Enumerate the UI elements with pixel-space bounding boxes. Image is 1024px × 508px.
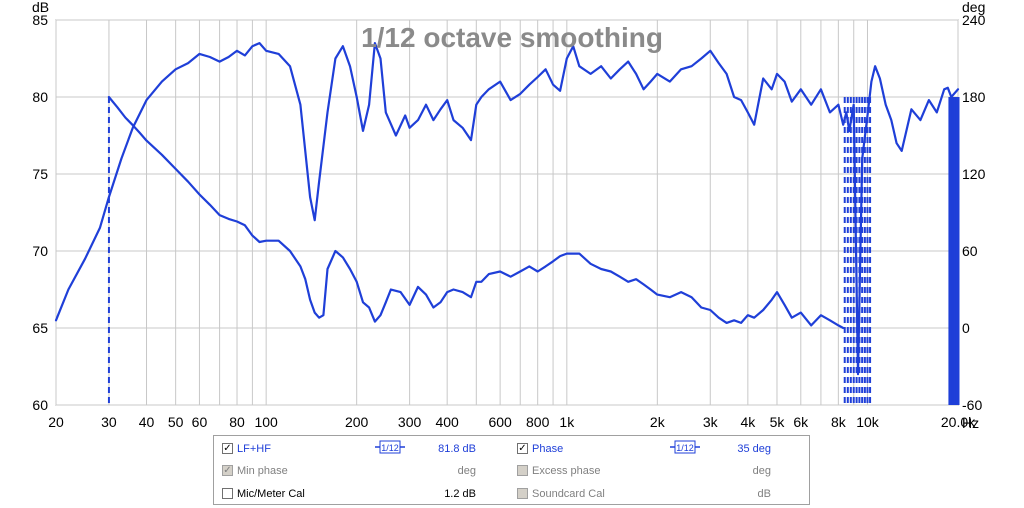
x-tick-label: 300 [398,414,422,430]
excess-phase-value: deg [752,465,771,477]
right-tick-label: -60 [962,397,982,413]
x-tick-label: 800 [526,414,550,430]
phase-wrap-lines [107,97,960,405]
x-tick-label: 6k [793,414,809,430]
phase-checkbox[interactable]: ✓ [517,443,528,454]
chart-title: 1/12 octave smoothing [361,22,663,53]
left-axis-unit: dB [32,0,49,15]
x-tick-label: 40 [139,414,155,430]
left-tick-label: 85 [32,12,48,28]
x-tick-label: 600 [488,414,512,430]
right-tick-labels: -60 0 60 120 180 240 [962,12,986,413]
excess-phase-checkbox[interactable] [517,465,528,476]
soundcard-cal-value: dB [757,488,771,500]
grid-lines [55,19,959,406]
plot-area [55,19,959,406]
mic-cal-label: Mic/Meter Cal [237,488,305,500]
x-tick-label: 20 [48,414,64,430]
x-tick-label: 30 [101,414,117,430]
left-tick-label: 65 [32,320,48,336]
mic-cal-checkbox[interactable] [222,488,233,499]
right-axis-unit: deg [962,0,985,15]
x-tick-label: 60 [192,414,208,430]
lf-hf-smoothing-icon[interactable]: 1/12 [374,440,406,454]
x-tick-label: 10k [856,414,880,430]
soundcard-cal-checkbox[interactable] [517,488,528,499]
phase-label: Phase [532,443,564,455]
x-tick-label: 400 [435,414,459,430]
frequency-response-chart: 1/12 octave smoothing dB deg Hz 20 30 40 50… [32,0,986,431]
x-tick-label: 100 [254,414,278,430]
x-tick-label: 2k [650,414,666,430]
left-tick-label: 80 [32,89,48,105]
min-phase-label: Min phase [237,465,288,477]
x-tick-label: 4k [740,414,756,430]
excess-phase-label: Excess phase [532,465,601,477]
right-tick-label: 0 [962,320,970,336]
x-tick-label: 1k [559,414,575,430]
series-line-phase [107,95,845,330]
right-tick-label: 120 [962,166,986,182]
right-tick-label: 60 [962,243,978,259]
x-tick-label: 5k [770,414,786,430]
x-tick-label: 8k [831,414,847,430]
right-tick-label: 240 [962,12,986,28]
x-tick-label: 50 [168,414,184,430]
phase-value: 35 deg [737,443,771,455]
min-phase-value: deg [457,465,476,477]
right-tick-label: 180 [962,89,986,105]
left-tick-labels: 60 65 70 75 80 85 [32,12,48,413]
x-tick-label: 200 [345,414,369,430]
x-tick-label: 80 [229,414,245,430]
left-tick-label: 75 [32,166,48,182]
lf-hf-label: LF+HF [237,443,271,455]
lf-hf-smoothing-label: 1/12 [381,443,399,453]
lf-hf-checkbox[interactable]: ✓ [222,443,233,454]
legend-panel: ✓ LF+HF 1/12 81.8 dB ✓ Phase 1/12 35 deg… [213,435,810,505]
phase-smoothing-icon[interactable]: 1/12 [669,440,701,454]
x-tick-labels: 20 30 40 50 60 80 100 200 300 400 600 800 1k 2k 3k 4k 5k… [48,414,976,430]
x-tick-label: 20.0k [941,414,976,430]
lf-hf-value: 81.8 dB [438,443,476,455]
min-phase-checkbox[interactable]: ✓ [222,465,233,476]
mic-cal-value: 1.2 dB [444,488,476,500]
phase-smoothing-label: 1/12 [676,443,694,453]
left-tick-label: 60 [32,397,48,413]
left-tick-label: 70 [32,243,48,259]
x-tick-label: 3k [703,414,719,430]
soundcard-cal-label: Soundcard Cal [532,488,605,500]
x-axis-unit: Hz [962,415,979,431]
